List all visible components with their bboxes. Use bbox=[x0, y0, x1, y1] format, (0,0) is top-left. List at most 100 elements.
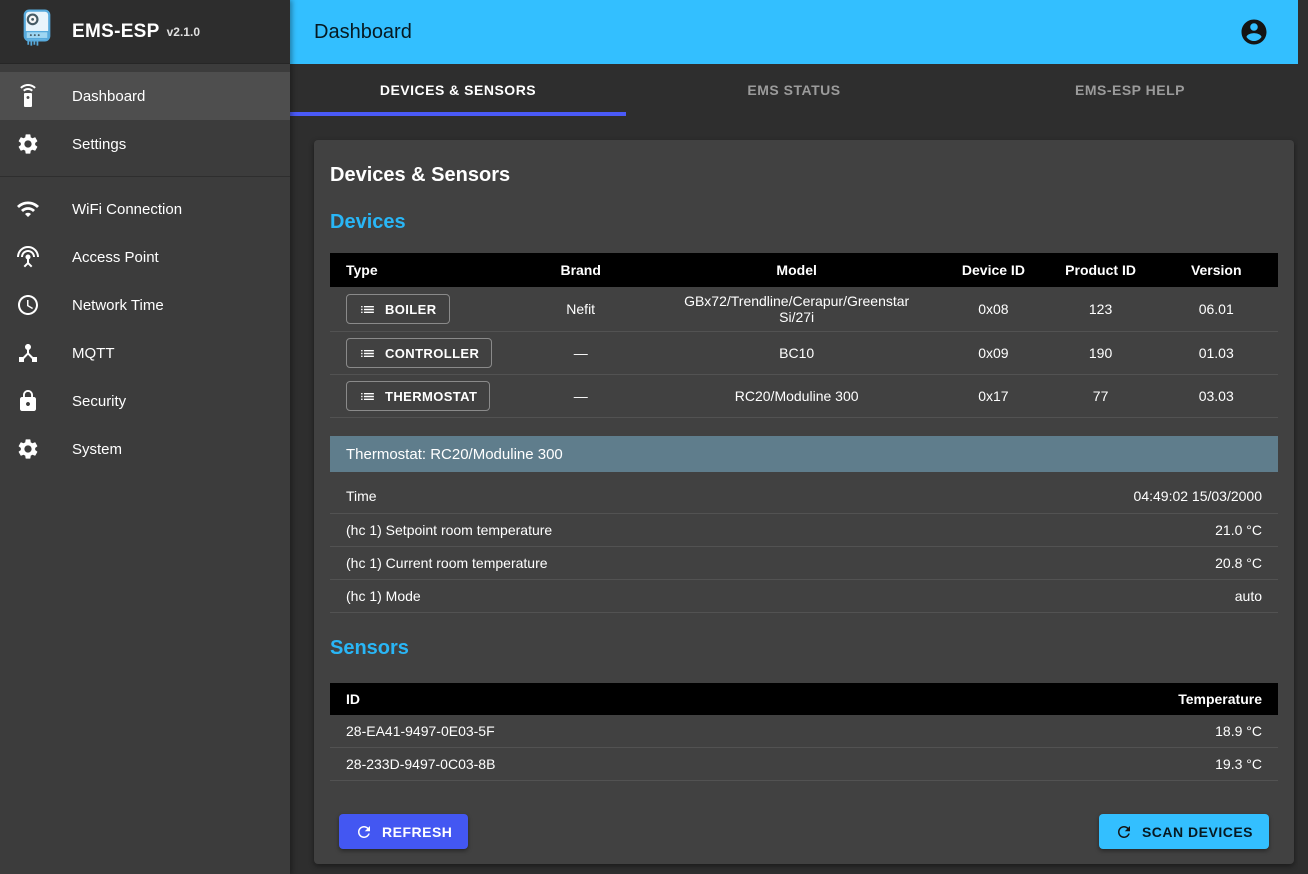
detail-label: (hc 1) Mode bbox=[330, 579, 897, 613]
sidebar-item-label: System bbox=[72, 440, 123, 458]
device-id: 0x17 bbox=[940, 374, 1047, 418]
tab-ems-esp-help[interactable]: EMS-ESP HELP bbox=[1075, 82, 1185, 98]
sidebar-item-system[interactable]: System bbox=[0, 425, 290, 473]
tab-devices-sensors[interactable]: DEVICES & SENSORS bbox=[290, 64, 626, 116]
col-header-version: Version bbox=[1154, 253, 1278, 287]
sensors-heading: Sensors bbox=[330, 636, 409, 659]
sidebar-item-label: Network Time bbox=[72, 296, 164, 314]
device-row-controller: CONTROLLER — BC10 0x09 190 01.03 bbox=[330, 331, 1278, 375]
app-title: EMS-ESP bbox=[72, 20, 160, 42]
device-model: GBx72/Trendline/Cerapur/Greenstar Si/27i bbox=[653, 287, 941, 332]
detail-label: Time bbox=[330, 480, 897, 514]
sensors-table: ID Temperature 28-EA41-9497-0E03-5F 18.9… bbox=[330, 682, 1278, 781]
sensor-id: 28-233D-9497-0C03-8B bbox=[330, 747, 909, 781]
sidebar-item-label: Settings bbox=[72, 135, 127, 153]
gear-icon bbox=[16, 437, 40, 461]
device-details-banner: Thermostat: RC20/Moduline 300 bbox=[330, 436, 1278, 472]
device-model: BC10 bbox=[653, 331, 941, 375]
device-version: 01.03 bbox=[1154, 331, 1278, 375]
device-type-button-controller[interactable]: CONTROLLER bbox=[346, 338, 493, 368]
sensor-temperature: 18.9 °C bbox=[908, 714, 1278, 748]
device-product-id: 123 bbox=[1046, 287, 1155, 332]
device-model: RC20/Moduline 300 bbox=[653, 374, 941, 418]
app-version: v2.1.0 bbox=[166, 24, 200, 39]
device-product-id: 77 bbox=[1046, 374, 1155, 418]
detail-row: (hc 1) Setpoint room temperature 21.0 °C bbox=[330, 513, 1278, 547]
devices-table: Type Brand Model Device ID Product ID Ve… bbox=[330, 253, 1278, 418]
tab-ems-status[interactable]: EMS STATUS bbox=[747, 82, 841, 98]
sidebar-divider bbox=[0, 176, 290, 177]
sidebar-item-settings[interactable]: Settings bbox=[0, 120, 290, 168]
device-brand: — bbox=[508, 331, 654, 375]
col-header-type: Type bbox=[330, 253, 509, 287]
sensor-id: 28-EA41-9497-0E03-5F bbox=[330, 714, 909, 748]
sidebar-item-label: WiFi Connection bbox=[72, 200, 183, 218]
sidebar-item-label: Access Point bbox=[72, 248, 159, 266]
device-version: 06.01 bbox=[1154, 287, 1278, 332]
detail-row: (hc 1) Mode auto bbox=[330, 579, 1278, 613]
account-button[interactable] bbox=[1234, 12, 1274, 52]
actions-row: REFRESH SCAN DEVICES bbox=[330, 814, 1278, 849]
sensor-row: 28-EA41-9497-0E03-5F 18.9 °C bbox=[330, 714, 1278, 748]
detail-value: 04:49:02 15/03/2000 bbox=[896, 480, 1278, 514]
page-title: Dashboard bbox=[314, 20, 412, 43]
col-header-device-id: Device ID bbox=[940, 253, 1047, 287]
device-row-boiler: BOILER Nefit GBx72/Trendline/Cerapur/Gre… bbox=[330, 287, 1278, 332]
device-product-id: 190 bbox=[1046, 331, 1155, 375]
devices-heading: Devices bbox=[330, 211, 406, 233]
tab-bar: DEVICES & SENSORS EMS STATUS EMS-ESP HEL… bbox=[290, 64, 1298, 116]
account-circle-icon bbox=[1241, 19, 1267, 45]
scrollbar[interactable] bbox=[1298, 0, 1308, 874]
antenna-icon bbox=[16, 245, 40, 269]
detail-label: (hc 1) Current room temperature bbox=[330, 546, 897, 580]
detail-value: 20.8 °C bbox=[896, 546, 1278, 580]
refresh-icon bbox=[1117, 825, 1130, 838]
sidebar-item-access-point[interactable]: Access Point bbox=[0, 233, 290, 281]
main-area: Dashboard DEVICES & SENSORS EMS STATUS E… bbox=[290, 0, 1308, 874]
clock-icon bbox=[16, 293, 40, 317]
device-type-button-boiler[interactable]: BOILER bbox=[346, 294, 450, 324]
sidebar-header: EMS-ESP v2.1.0 bbox=[0, 0, 290, 64]
col-header-id: ID bbox=[330, 682, 909, 715]
detail-row: Time 04:49:02 15/03/2000 bbox=[330, 480, 1278, 514]
col-header-model: Model bbox=[653, 253, 941, 287]
device-brand: Nefit bbox=[508, 287, 654, 332]
sidebar-item-mqtt[interactable]: MQTT bbox=[0, 329, 290, 377]
scan-devices-button[interactable]: SCAN DEVICES bbox=[1098, 814, 1269, 849]
device-version: 03.03 bbox=[1154, 374, 1278, 418]
gear-icon bbox=[16, 132, 40, 156]
detail-row: (hc 1) Current room temperature 20.8 °C bbox=[330, 546, 1278, 580]
appbar: Dashboard bbox=[290, 0, 1298, 64]
sidebar-item-label: Dashboard bbox=[72, 87, 146, 105]
refresh-button[interactable]: REFRESH bbox=[339, 814, 469, 849]
sidebar: EMS-ESP v2.1.0 Dashboard Settings WiFi C… bbox=[0, 0, 290, 874]
sidebar-item-network-time[interactable]: Network Time bbox=[0, 281, 290, 329]
wifi-icon bbox=[16, 197, 40, 221]
boiler-logo-icon bbox=[16, 8, 58, 55]
lock-icon bbox=[16, 389, 40, 413]
remote-icon bbox=[16, 84, 40, 108]
sidebar-item-security[interactable]: Security bbox=[0, 377, 290, 425]
device-id: 0x09 bbox=[940, 331, 1047, 375]
sidebar-nav: Dashboard Settings WiFi Connection Acces… bbox=[0, 64, 290, 481]
detail-label: (hc 1) Setpoint room temperature bbox=[330, 513, 897, 547]
sidebar-item-label: MQTT bbox=[72, 344, 115, 362]
refresh-icon bbox=[358, 825, 370, 838]
detail-value: 21.0 °C bbox=[896, 513, 1278, 547]
device-hub-icon bbox=[16, 341, 40, 365]
sensors-table-header-row: ID Temperature bbox=[330, 682, 1278, 715]
sidebar-item-label: Security bbox=[72, 392, 127, 410]
sidebar-item-wifi-connection[interactable]: WiFi Connection bbox=[0, 185, 290, 233]
device-row-thermostat: THERMOSTAT — RC20/Moduline 300 0x17 77 0… bbox=[330, 374, 1278, 418]
col-header-product-id: Product ID bbox=[1046, 253, 1155, 287]
sensor-row: 28-233D-9497-0C03-8B 19.3 °C bbox=[330, 747, 1278, 781]
card-title: Devices & Sensors bbox=[330, 164, 511, 186]
device-brand: — bbox=[508, 374, 654, 418]
col-header-temperature: Temperature bbox=[908, 682, 1278, 715]
device-details-table: Time 04:49:02 15/03/2000 (hc 1) Setpoint… bbox=[330, 480, 1278, 613]
sidebar-item-dashboard[interactable]: Dashboard bbox=[0, 72, 290, 120]
device-type-button-thermostat[interactable]: THERMOSTAT bbox=[346, 381, 491, 411]
col-header-brand: Brand bbox=[508, 253, 654, 287]
content-card: Devices & Sensors Devices Type Brand Mod… bbox=[314, 140, 1294, 864]
devices-table-header-row: Type Brand Model Device ID Product ID Ve… bbox=[330, 253, 1278, 287]
